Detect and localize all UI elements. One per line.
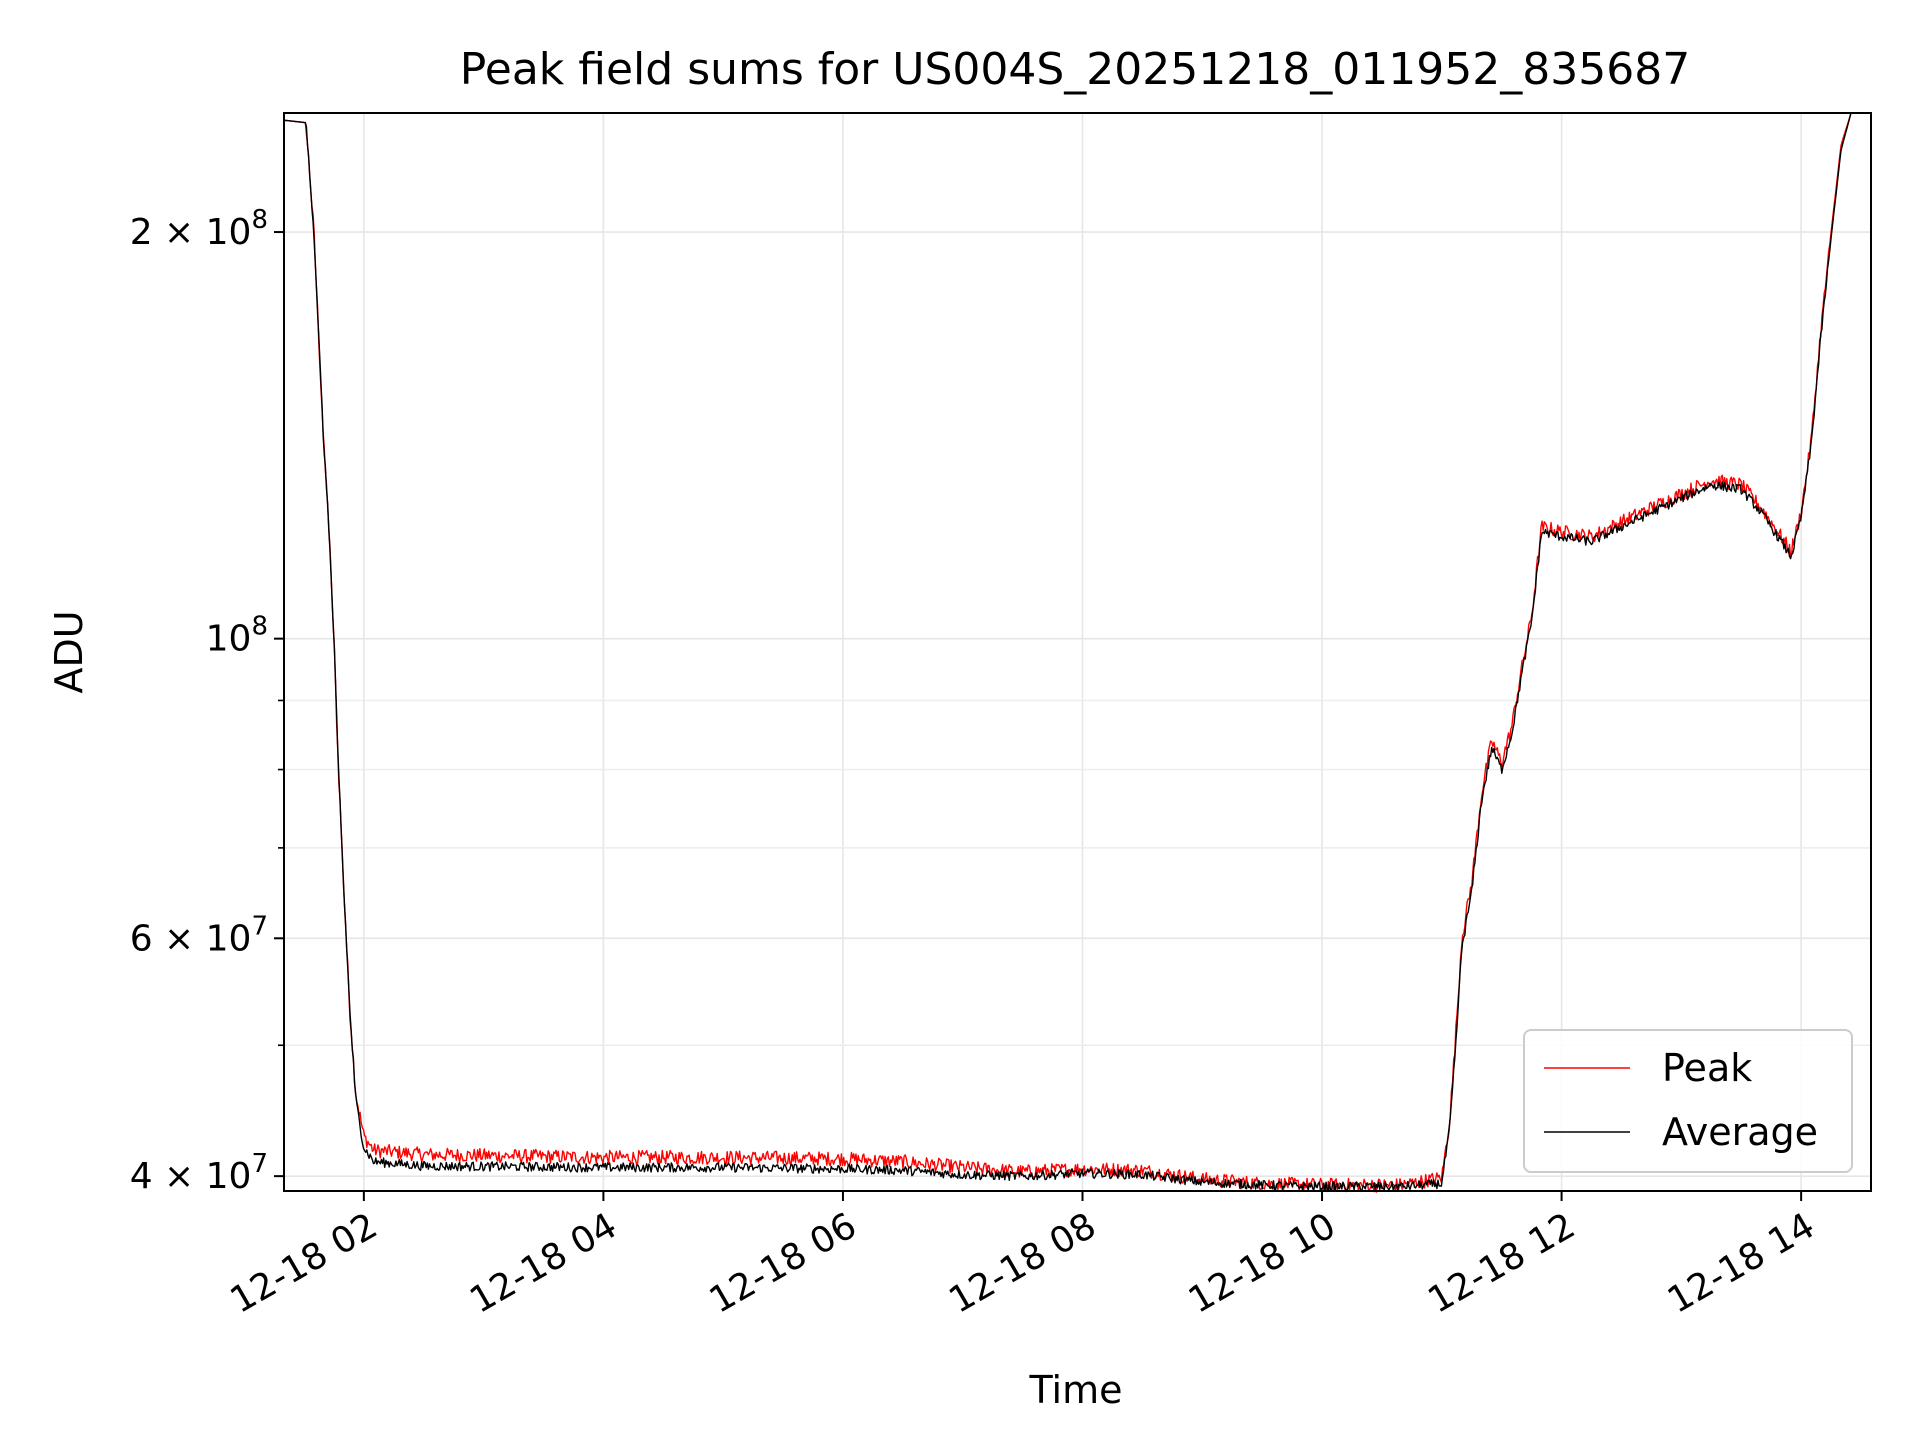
y-tick-label: 6 × 107 xyxy=(130,911,268,959)
legend-label-peak: Peak xyxy=(1662,1046,1752,1090)
legend-box xyxy=(1523,1029,1853,1173)
legend-label-average: Average xyxy=(1662,1110,1818,1154)
y-axis-label: ADU xyxy=(47,610,91,693)
y-tick-label: 2 × 108 xyxy=(130,205,268,253)
series-line-average xyxy=(283,112,1852,1192)
legend: Peak Average xyxy=(1523,1029,1853,1173)
series-layer xyxy=(283,112,1852,1193)
plot-frame xyxy=(283,112,1872,1192)
y-axis: 2 × 108 108 6 × 107 4 × 107 xyxy=(130,205,284,1197)
series-line-peak xyxy=(283,112,1852,1193)
y-tick-label: 4 × 107 xyxy=(130,1149,268,1197)
x-axis-label: Time xyxy=(1029,1368,1123,1412)
chart-title: Peak field sums for US004S_20251218_0119… xyxy=(460,44,1690,95)
grid xyxy=(284,113,1871,1191)
y-tick-label: 108 xyxy=(206,612,268,660)
